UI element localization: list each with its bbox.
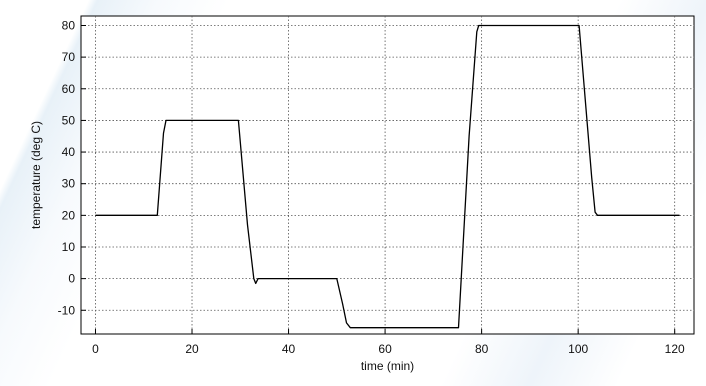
y-tick-label: 20 (62, 208, 76, 222)
y-tick-label: 50 (62, 113, 76, 127)
x-tick-label: 40 (282, 342, 296, 356)
y-axis-title: temperature (deg C) (29, 121, 43, 229)
y-tick-label: 60 (62, 82, 76, 96)
y-tick-label: 40 (62, 145, 76, 159)
y-tick-label: 80 (62, 18, 76, 32)
x-tick-label: 100 (568, 342, 588, 356)
y-tick-labels: -10 0 10 20 30 40 50 60 70 80 (58, 18, 76, 317)
x-tick-labels: 0 20 40 60 80 100 120 (92, 342, 685, 356)
x-tick-label: 80 (475, 342, 489, 356)
x-axis-title: time (min) (361, 359, 414, 373)
x-tick-label: 20 (185, 342, 199, 356)
plot-area (80, 15, 695, 335)
x-tick-label: 60 (378, 342, 392, 356)
axis-ticks (81, 24, 676, 334)
y-tick-label: -10 (58, 303, 76, 317)
y-tick-label: 10 (62, 240, 76, 254)
x-tick-label: 120 (665, 342, 685, 356)
y-tick-label: 70 (62, 50, 76, 64)
x-tick-label: 0 (92, 342, 99, 356)
y-tick-label: 30 (62, 177, 76, 191)
series-line (95, 24, 680, 329)
y-tick-label: 0 (68, 272, 75, 286)
